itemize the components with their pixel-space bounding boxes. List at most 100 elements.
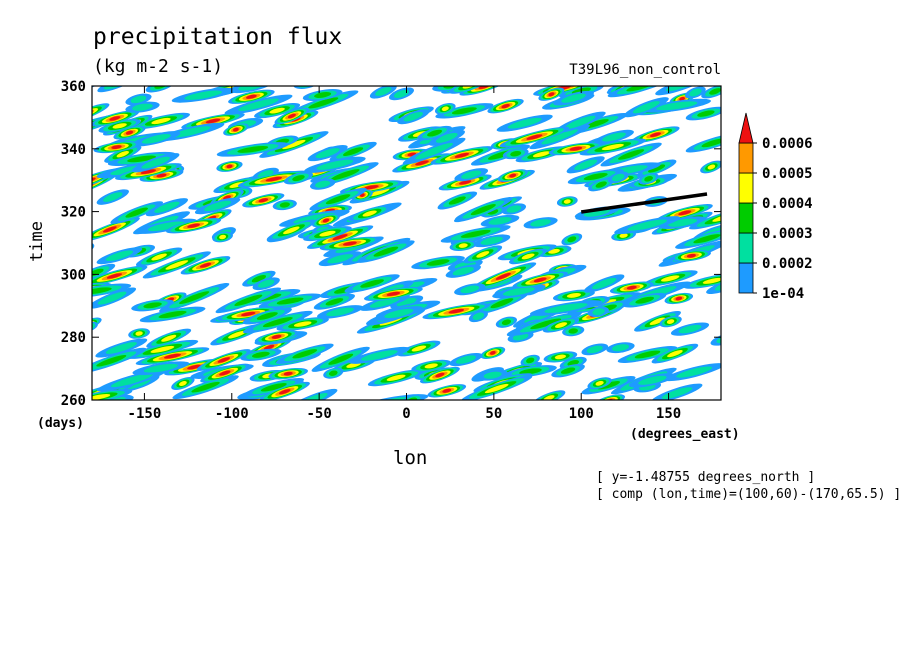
precip-blob <box>344 274 400 293</box>
precip-blob <box>411 359 452 373</box>
precip-blob <box>125 101 160 113</box>
y-tick-label: 360 <box>61 79 86 95</box>
precip-blob <box>634 310 681 332</box>
precip-blob <box>593 394 626 400</box>
precip-blob <box>445 264 481 278</box>
precip-blob <box>480 346 506 360</box>
x-axis-units: (degrees_east) <box>630 427 740 442</box>
precip-blob <box>419 366 460 384</box>
precip-blob <box>272 199 297 211</box>
x-axis-label: lon <box>393 447 428 469</box>
precip-blob <box>689 205 721 230</box>
precip-blob <box>309 187 367 211</box>
precip-blob <box>542 317 580 333</box>
precip-blob <box>642 270 698 287</box>
x-tick-label: 100 <box>569 406 594 422</box>
precip-blob <box>171 376 195 391</box>
precip-blob <box>97 86 143 93</box>
precip-blob <box>651 343 699 364</box>
precip-blob <box>139 306 206 323</box>
precip-blob <box>145 198 188 217</box>
precip-blob <box>107 151 176 166</box>
precip-blob <box>92 217 140 242</box>
precip-blob <box>369 86 397 99</box>
colorbar-label: 0.0002 <box>762 256 813 272</box>
precip-blob <box>658 216 707 230</box>
precip-blob <box>502 148 529 160</box>
precip-blob <box>310 178 336 190</box>
precip-blob <box>671 250 711 262</box>
precip-blob <box>477 369 508 381</box>
precip-blob <box>422 303 491 320</box>
precip-blob <box>254 330 299 344</box>
precip-blob <box>139 169 184 182</box>
precip-blob <box>131 299 174 312</box>
precip-blob <box>96 189 129 205</box>
precip-blob <box>128 328 150 339</box>
x-tick-label: 50 <box>485 406 502 422</box>
x-tick-label: -100 <box>215 406 249 422</box>
precip-blob <box>562 325 585 337</box>
colorbar-label: 0.0005 <box>762 166 813 182</box>
precip-blob <box>312 213 340 228</box>
precip-blob <box>701 86 721 99</box>
precip-blob <box>588 306 609 318</box>
precip-blob <box>274 107 310 125</box>
precip-blob <box>243 377 305 397</box>
precip-blob <box>638 173 659 185</box>
precip-blob <box>166 218 222 234</box>
precip-blob <box>145 86 177 93</box>
precip-blob <box>228 89 275 104</box>
x-tick-label: 150 <box>656 406 681 422</box>
precip-blob <box>470 262 537 291</box>
colorbar: 1e-04 0.0002 0.0003 0.0004 0.0005 0.0006 <box>738 112 813 302</box>
precip-blob <box>242 307 292 325</box>
precip-blob <box>430 146 494 165</box>
precip-blob <box>583 274 625 293</box>
precip-blob <box>95 338 148 358</box>
precip-blob <box>461 375 533 400</box>
precip-blob <box>600 142 662 167</box>
precip-blob <box>115 163 182 181</box>
colorbar-label: 0.0006 <box>762 136 813 152</box>
precip-blob <box>659 315 682 328</box>
precip-blob <box>492 284 546 299</box>
y-tick-label: 340 <box>61 142 86 158</box>
colorbar-box <box>738 142 754 174</box>
precip-blob <box>348 346 410 364</box>
precip-blob <box>329 141 377 162</box>
precip-blob <box>520 354 540 367</box>
precip-blob <box>440 225 511 243</box>
precip-blob <box>306 225 374 249</box>
precip-blob <box>607 171 629 184</box>
precip-blob <box>664 363 721 382</box>
precip-blob <box>92 110 140 127</box>
precip-blob <box>529 300 603 316</box>
precip-blob <box>453 197 513 223</box>
precip-blob <box>313 293 356 310</box>
precip-blob <box>607 86 673 98</box>
colorbar-box <box>738 262 754 294</box>
precip-blob <box>132 361 190 376</box>
precip-blob <box>437 191 478 210</box>
precip-blob <box>706 275 721 295</box>
precip-blob <box>258 293 322 309</box>
precip-blob <box>529 124 590 150</box>
precip-blob <box>92 263 116 283</box>
precip-blob <box>402 137 466 165</box>
x-tick-label: -50 <box>306 406 331 422</box>
precip-blob <box>538 87 565 101</box>
precip-blob <box>532 390 566 400</box>
precip-blob <box>587 377 612 390</box>
precip-blob <box>685 86 706 99</box>
precip-blob <box>357 240 415 263</box>
composite-line <box>580 192 708 214</box>
precip-blob <box>397 340 441 357</box>
precip-blob <box>710 332 721 346</box>
precip-blob <box>397 109 430 125</box>
precip-blob <box>543 351 578 363</box>
precip-blob <box>614 216 681 235</box>
precip-blob <box>92 103 110 125</box>
precip-blob <box>468 310 488 323</box>
